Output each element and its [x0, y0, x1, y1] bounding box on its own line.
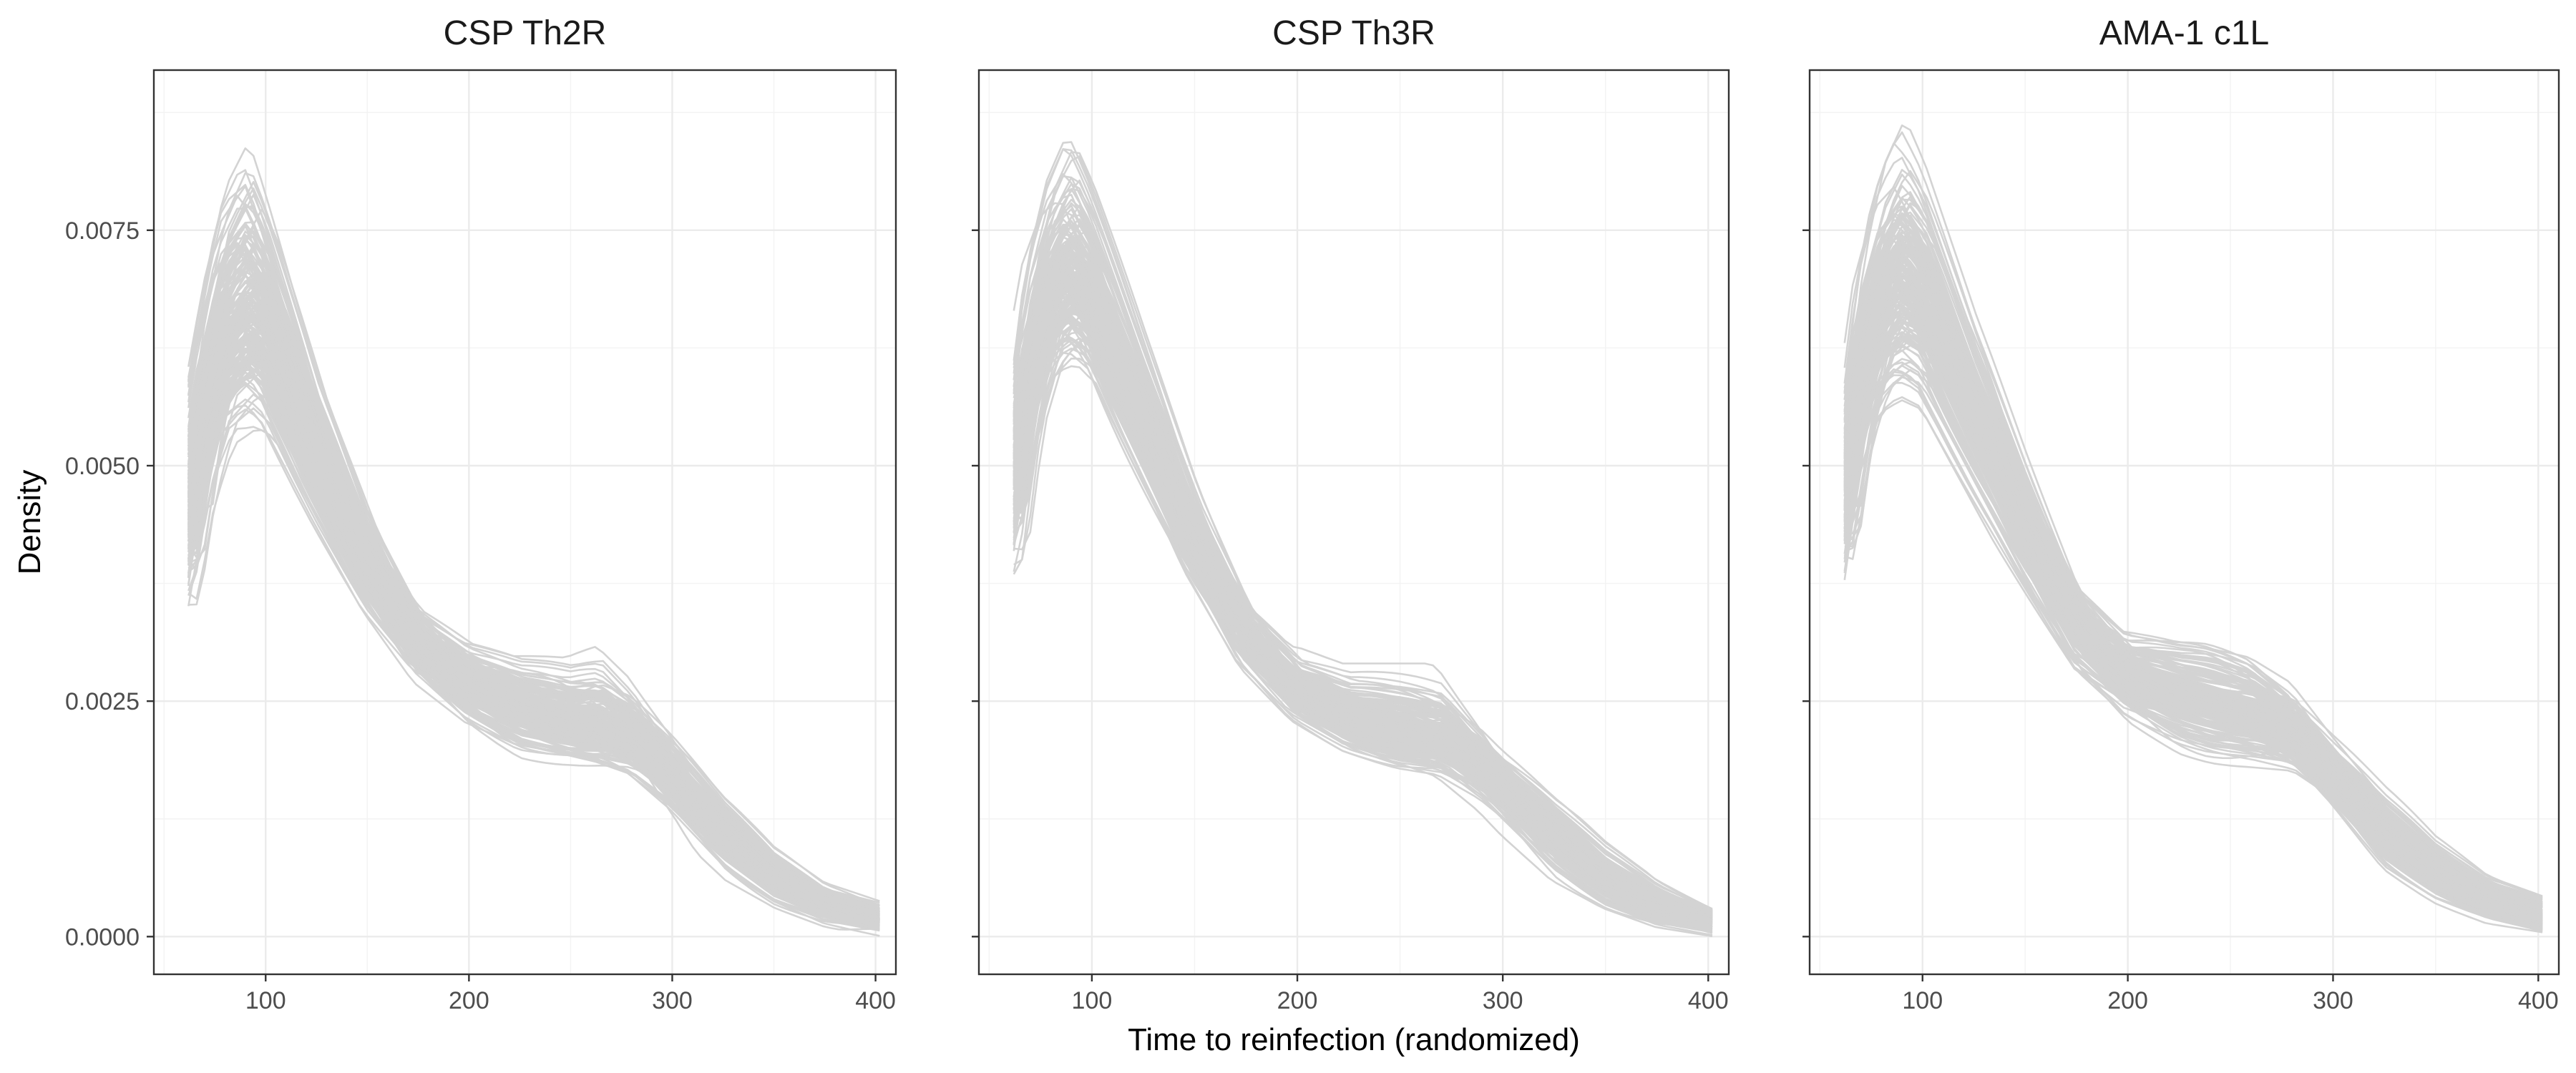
density-curve — [1013, 331, 1713, 918]
density-curve — [187, 147, 880, 921]
panel-frame — [152, 69, 897, 976]
x-tick-label: 100 — [245, 987, 286, 1014]
density-curve — [1843, 358, 2543, 906]
density-curve — [1013, 268, 1713, 915]
y-axis-title: Density — [12, 470, 47, 575]
density-curve — [1843, 131, 2543, 919]
density-curves — [1013, 141, 1713, 938]
panel-frame — [1808, 69, 2560, 976]
density-curve — [1843, 339, 2543, 920]
y-tick-label: 0.0025 — [65, 688, 140, 715]
density-curve — [1013, 293, 1713, 918]
density-curve — [1843, 234, 2543, 915]
x-axis-title: Time to reinfection (randomized) — [1128, 1022, 1580, 1057]
y-tick-label: 0.0000 — [65, 923, 140, 951]
density-curve — [1013, 233, 1713, 915]
density-curve — [1843, 219, 2543, 919]
density-curve — [187, 252, 880, 916]
panel-title: CSP Th2R — [444, 14, 607, 52]
x-tick-label: 400 — [855, 987, 896, 1014]
density-curve — [1843, 273, 2543, 908]
density-curve — [1843, 124, 2543, 919]
density-curve — [1013, 338, 1713, 933]
x-tick-label: 200 — [1277, 987, 1318, 1014]
density-curve — [187, 333, 880, 926]
density-curve — [187, 404, 880, 922]
density-curve — [1843, 142, 2543, 926]
panel-frame — [977, 69, 1730, 976]
chart-panels: 100 200 300 400 0.0000 0.0025 0.0050 0.0075 CSP … — [65, 14, 2560, 1014]
density-curve — [187, 342, 880, 923]
panel-3: 100 200 300 400 AMA-1 c1L — [1802, 14, 2560, 1014]
density-curve — [1843, 173, 2543, 931]
x-tick-label: 300 — [2313, 987, 2353, 1014]
density-curve — [1013, 305, 1713, 921]
x-tick-label: 400 — [2518, 987, 2559, 1014]
panel-2: 100 200 300 400 CSP Th3R — [972, 14, 1730, 1014]
density-curve — [1844, 338, 2543, 921]
density-curve — [1843, 305, 2543, 927]
density-curve — [1843, 157, 2543, 918]
y-tick-label: 0.0050 — [65, 453, 140, 480]
density-curve — [1013, 313, 1713, 921]
x-tick-label: 200 — [2107, 987, 2148, 1014]
density-curve — [1013, 306, 1713, 918]
density-curves — [187, 147, 880, 937]
x-tick-label: 100 — [1072, 987, 1113, 1014]
density-curve — [187, 187, 880, 911]
density-curve — [1013, 173, 1713, 916]
panel-title: AMA-1 c1L — [2099, 14, 2269, 52]
density-curve — [1843, 235, 2543, 926]
density-curve — [1843, 309, 2543, 923]
y-tick-label: 0.0075 — [65, 217, 140, 245]
density-curve — [1843, 371, 2543, 922]
density-curve — [187, 340, 880, 908]
density-curve — [1013, 357, 1713, 921]
density-curve — [1013, 187, 1713, 910]
density-curve — [187, 308, 880, 913]
density-curve — [187, 373, 880, 918]
density-curve — [1843, 313, 2543, 905]
x-tick-label: 300 — [652, 987, 693, 1014]
density-curve — [1013, 258, 1713, 914]
panel-1: 100 200 300 400 0.0000 0.0025 0.0050 0.0075 CSP … — [65, 14, 897, 1014]
density-curve — [1843, 315, 2543, 923]
density-curve — [187, 181, 880, 919]
density-curve — [187, 291, 880, 902]
density-curves — [1843, 124, 2543, 934]
x-tick-label: 100 — [1902, 987, 1943, 1014]
density-curve — [187, 346, 880, 920]
density-curve — [1843, 276, 2543, 931]
x-tick-label: 200 — [449, 987, 489, 1014]
panel-title: CSP Th3R — [1272, 14, 1435, 52]
x-tick-label: 300 — [1483, 987, 1523, 1014]
density-curve — [1013, 265, 1713, 915]
density-curve — [1843, 205, 2543, 899]
density-curve — [1843, 276, 2543, 897]
density-curve — [1843, 293, 2543, 934]
density-curve — [187, 381, 880, 913]
x-tick-label: 400 — [1688, 987, 1729, 1014]
density-curve — [187, 226, 880, 911]
density-curve — [187, 194, 880, 929]
density-curve — [187, 269, 880, 937]
density-curve — [187, 293, 880, 911]
